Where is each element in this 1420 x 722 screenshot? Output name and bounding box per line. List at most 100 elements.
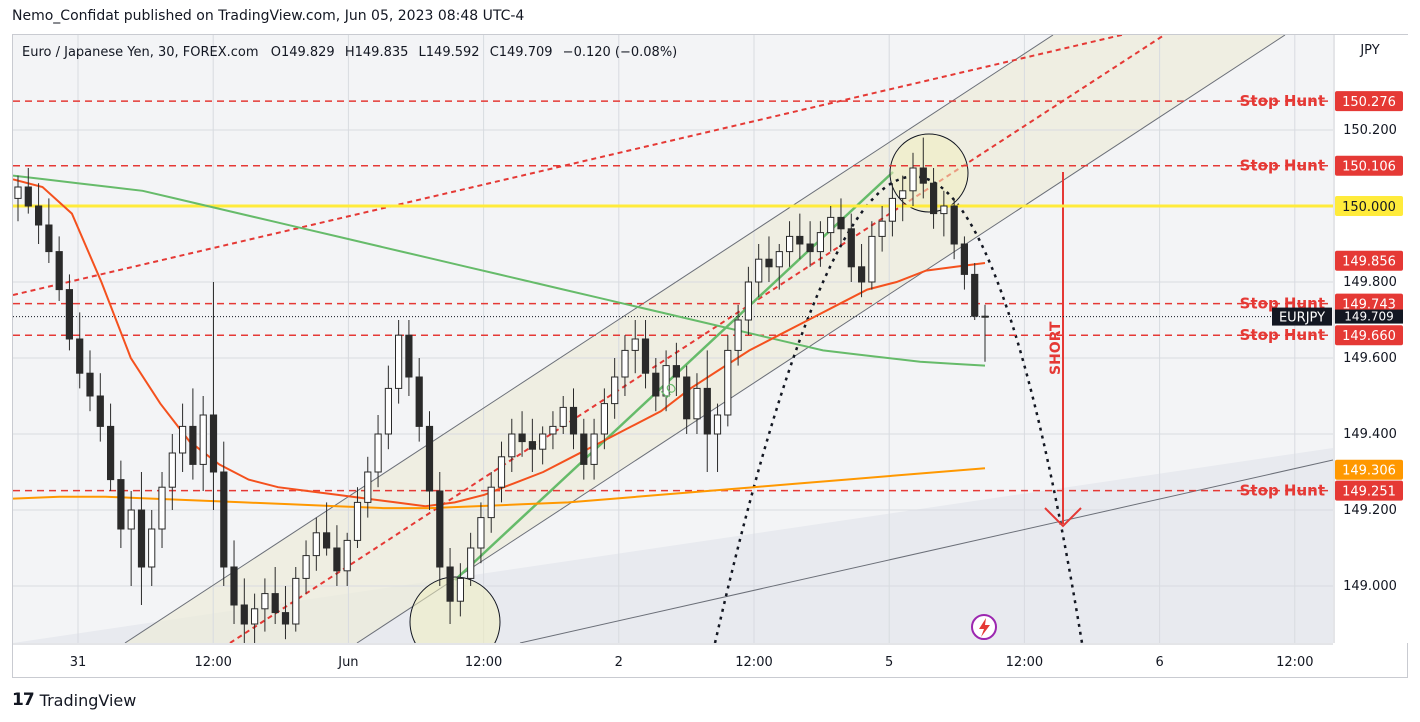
close-label: C <box>490 45 499 60</box>
y-tick-label: 149.000 <box>1343 579 1397 594</box>
candle-body <box>631 338 639 351</box>
bottom-circle <box>409 576 501 643</box>
candle <box>312 517 320 571</box>
candle <box>569 388 578 450</box>
candle-body <box>415 376 423 427</box>
candle-body <box>158 486 166 530</box>
candle-body <box>672 365 680 378</box>
candle-body <box>179 425 187 454</box>
candle <box>199 396 207 491</box>
y-tick-label: 149.800 <box>1343 275 1397 290</box>
publish-info: Nemo_Confidat published on TradingView.c… <box>12 8 525 24</box>
price-label-bg <box>1335 480 1403 501</box>
stop-hunt-label: Stop Hunt <box>1240 92 1325 110</box>
low-value: 149.592 <box>426 45 480 60</box>
candle <box>425 411 434 510</box>
candle-body <box>467 547 475 579</box>
price-label-text: 149.743 <box>1342 298 1396 313</box>
candle-body <box>786 235 794 253</box>
candle <box>755 244 763 298</box>
candle <box>477 502 485 564</box>
candle <box>713 403 722 472</box>
candle-body <box>816 232 824 253</box>
candle <box>580 418 588 480</box>
candle <box>55 236 63 301</box>
candle-body <box>868 235 876 283</box>
candle-body <box>425 425 434 492</box>
candle <box>662 350 670 412</box>
candle <box>14 175 22 222</box>
support-trendline <box>519 459 1333 643</box>
price-label-text: 149.251 <box>1342 485 1396 500</box>
footer: 𝟭𝟳 TradingView <box>12 690 136 710</box>
y-tick-label: 149.200 <box>1343 503 1397 518</box>
price-label: 149.743 <box>1335 293 1403 314</box>
candle <box>261 578 269 632</box>
price-label-bg <box>1335 293 1403 314</box>
candle <box>292 567 300 632</box>
open-label: O <box>271 45 281 60</box>
candle-body <box>909 167 917 192</box>
candle-body <box>652 372 660 397</box>
candle-body <box>240 604 248 625</box>
candle <box>847 213 855 282</box>
ma-orange-line <box>13 467 986 510</box>
candle-body <box>487 486 495 519</box>
candle-body <box>281 612 290 625</box>
candle-body <box>744 281 752 321</box>
candle <box>86 350 94 412</box>
candle <box>919 137 927 199</box>
candle-body <box>806 243 814 253</box>
price-label-text: 149.660 <box>1342 329 1396 344</box>
candle <box>117 460 125 548</box>
candle <box>744 266 752 336</box>
candle-body <box>539 433 547 450</box>
candle-body <box>137 509 146 568</box>
price-labels: 150.276 150.106 150.000 149.856 149.743 149.6… <box>1272 91 1403 501</box>
last-price-tag: EURJPY 149.709 <box>1272 307 1403 326</box>
candle <box>518 411 526 457</box>
x-tick-label: 12:00 <box>194 655 231 670</box>
candle-body <box>497 456 506 488</box>
candle <box>600 388 608 450</box>
candle-body <box>847 228 855 268</box>
price-label-bg <box>1335 155 1403 176</box>
candle-body <box>220 471 228 568</box>
candle-body <box>436 490 444 568</box>
short-annotation: SHORT <box>1048 321 1064 375</box>
candle <box>796 213 804 260</box>
candle-body <box>590 433 598 465</box>
candle-body <box>333 547 341 572</box>
stop-hunt-levels <box>13 100 1333 492</box>
candle-body <box>796 235 804 245</box>
price-label: 149.306 <box>1335 459 1403 480</box>
price-label-bg <box>1335 250 1403 271</box>
channel-upper-line <box>124 35 1054 643</box>
candle-body <box>559 406 567 427</box>
candle-body <box>837 216 845 230</box>
candle <box>909 152 917 206</box>
x-tick-label: 6 <box>1155 655 1163 670</box>
candle <box>65 274 74 351</box>
price-label: 150.106 <box>1335 155 1403 176</box>
price-label-text: 149.306 <box>1342 464 1396 479</box>
candle <box>971 263 979 320</box>
high-value: 149.835 <box>355 45 409 60</box>
price-label: 150.276 <box>1335 91 1403 112</box>
open-value: 149.829 <box>281 45 335 60</box>
candle <box>405 320 413 396</box>
candle <box>323 502 331 556</box>
candle <box>703 350 711 472</box>
candle-body <box>940 205 948 215</box>
candle <box>467 532 475 586</box>
candle <box>693 373 701 434</box>
candle <box>631 320 639 374</box>
change-value: −0.120 (−0.08%) <box>563 45 678 60</box>
candle <box>281 586 290 640</box>
candle <box>590 418 598 480</box>
time-axis[interactable] <box>13 644 1333 677</box>
candle <box>487 472 495 533</box>
candle <box>899 175 907 222</box>
high-label: H <box>345 45 355 60</box>
